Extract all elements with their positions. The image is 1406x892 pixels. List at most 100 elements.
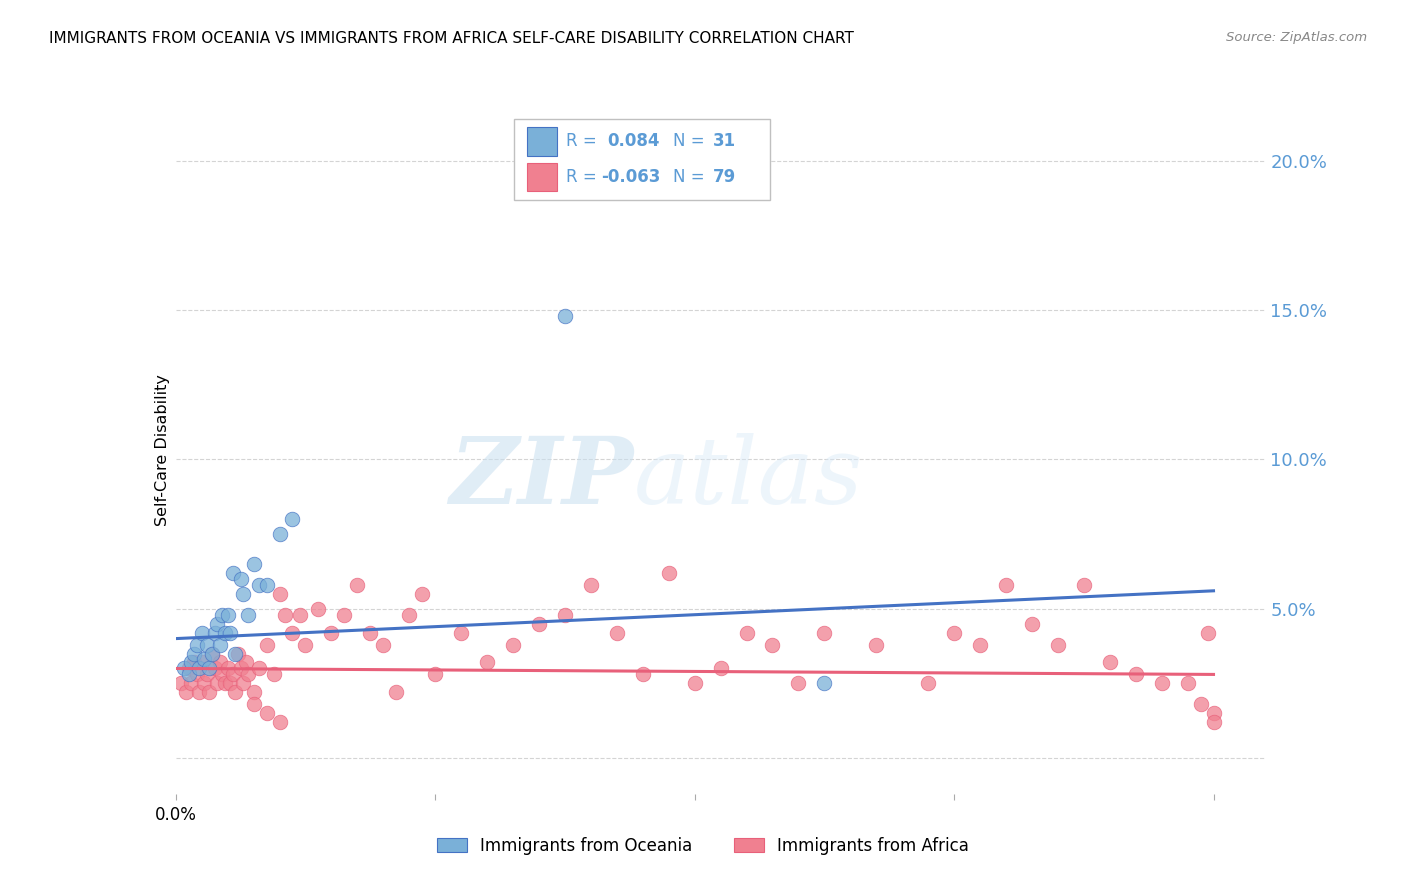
Point xyxy=(222,566,245,580)
Point xyxy=(281,512,304,526)
Point xyxy=(606,625,628,640)
Point xyxy=(281,625,304,640)
Point xyxy=(242,557,264,571)
Point xyxy=(188,661,211,675)
Point xyxy=(373,638,395,652)
Point xyxy=(1021,616,1043,631)
Point xyxy=(170,676,193,690)
Y-axis label: Self-Care Disability: Self-Care Disability xyxy=(155,375,170,526)
Point xyxy=(183,647,205,661)
Point xyxy=(943,625,966,640)
Point xyxy=(238,607,260,622)
Point xyxy=(214,676,236,690)
Point xyxy=(398,607,420,622)
Point xyxy=(1125,667,1147,681)
Point xyxy=(186,638,208,652)
Point xyxy=(201,647,224,661)
Point xyxy=(813,676,835,690)
Point xyxy=(385,685,408,699)
Text: 31: 31 xyxy=(713,132,737,151)
Point xyxy=(269,587,291,601)
Point xyxy=(263,667,285,681)
Point xyxy=(177,661,200,675)
Point xyxy=(631,667,654,681)
Text: 79: 79 xyxy=(713,168,737,186)
Point xyxy=(290,607,312,622)
Point xyxy=(631,184,654,198)
Point xyxy=(201,647,224,661)
Point xyxy=(226,647,249,661)
Point xyxy=(247,661,270,675)
Point xyxy=(208,656,231,670)
Point xyxy=(969,638,991,652)
Point xyxy=(238,667,260,681)
Point xyxy=(1202,706,1225,721)
Point xyxy=(229,661,252,675)
Point xyxy=(1073,578,1095,592)
Point xyxy=(269,527,291,541)
Point xyxy=(188,685,211,699)
Point xyxy=(502,638,524,652)
Point xyxy=(579,578,602,592)
Text: N =: N = xyxy=(672,168,710,186)
Point xyxy=(224,685,246,699)
Text: 0.0%: 0.0% xyxy=(155,806,197,824)
Point xyxy=(229,572,252,586)
Point xyxy=(917,676,939,690)
Point xyxy=(207,616,229,631)
Text: atlas: atlas xyxy=(633,433,863,523)
Point xyxy=(195,638,218,652)
Text: N =: N = xyxy=(672,132,710,151)
Point xyxy=(195,667,218,681)
Point xyxy=(193,676,215,690)
Point xyxy=(242,698,264,712)
Point xyxy=(211,607,233,622)
Point xyxy=(217,607,239,622)
Point xyxy=(527,616,550,631)
Point xyxy=(735,625,758,640)
Point xyxy=(554,607,576,622)
Point xyxy=(211,667,233,681)
Point xyxy=(180,676,202,690)
Point xyxy=(217,661,239,675)
Legend: Immigrants from Oceania, Immigrants from Africa: Immigrants from Oceania, Immigrants from… xyxy=(430,830,976,862)
Point xyxy=(475,656,498,670)
Point xyxy=(321,625,343,640)
Text: -0.063: -0.063 xyxy=(600,168,659,186)
Point xyxy=(1177,676,1199,690)
Point xyxy=(173,661,195,675)
Point xyxy=(219,676,242,690)
Point xyxy=(235,656,257,670)
Point xyxy=(658,566,681,580)
FancyBboxPatch shape xyxy=(527,127,557,156)
Point xyxy=(174,685,197,699)
Point xyxy=(554,309,576,323)
Point xyxy=(177,667,200,681)
Point xyxy=(1150,676,1173,690)
Text: R =: R = xyxy=(565,132,602,151)
Point xyxy=(208,638,231,652)
Point xyxy=(256,578,278,592)
Point xyxy=(256,638,278,652)
Point xyxy=(256,706,278,721)
Text: IMMIGRANTS FROM OCEANIA VS IMMIGRANTS FROM AFRICA SELF-CARE DISABILITY CORRELATI: IMMIGRANTS FROM OCEANIA VS IMMIGRANTS FR… xyxy=(49,31,853,46)
Point xyxy=(204,625,226,640)
Point xyxy=(274,607,297,622)
Point xyxy=(269,715,291,730)
Point xyxy=(994,578,1017,592)
Point xyxy=(1202,715,1225,730)
FancyBboxPatch shape xyxy=(513,119,769,200)
Point xyxy=(180,656,202,670)
Point xyxy=(294,638,316,652)
Point xyxy=(1098,656,1121,670)
Point xyxy=(186,667,208,681)
Point xyxy=(232,587,254,601)
Point xyxy=(1197,625,1219,640)
Point xyxy=(183,656,205,670)
Point xyxy=(411,587,433,601)
Point xyxy=(346,578,368,592)
Point xyxy=(198,661,221,675)
Point xyxy=(709,661,731,675)
Text: Source: ZipAtlas.com: Source: ZipAtlas.com xyxy=(1226,31,1367,45)
Text: 0.084: 0.084 xyxy=(607,132,659,151)
